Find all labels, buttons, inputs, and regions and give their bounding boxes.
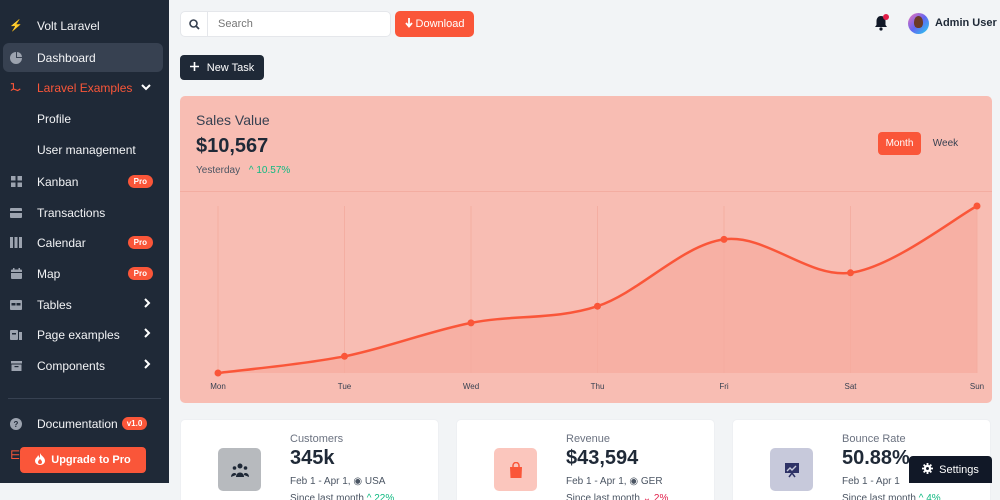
sidebar-item-transactions[interactable]: Transactions — [3, 198, 163, 227]
sales-title: Sales Value — [196, 112, 270, 128]
upgrade-to-pro-button[interactable]: Upgrade to Pro — [20, 447, 146, 473]
user-name[interactable]: Admin User — [935, 17, 997, 29]
globe-icon: ◉ — [353, 476, 363, 487]
help-circle-icon: ? — [10, 417, 22, 430]
svg-text:?: ? — [14, 420, 19, 429]
sidebar-item-dashboard[interactable]: Dashboard — [3, 43, 163, 72]
settings-button[interactable]: Settings — [909, 456, 992, 483]
x-axis-label: Sun — [969, 382, 985, 391]
sales-header: Sales Value $10,567 Yesterday ^ 10.57% M… — [180, 96, 992, 192]
chevron-up-icon: ^ — [248, 165, 254, 176]
sales-subtitle: Yesterday ^ 10.57% — [196, 165, 291, 176]
calendar-icon — [10, 268, 22, 280]
x-axis-label: Mon — [210, 382, 226, 391]
download-button[interactable]: Download — [395, 11, 474, 37]
stat-card-customers: Customers 345k Feb 1 - Apr 1, ◉ USA Sinc… — [180, 419, 439, 500]
laravel-icon: ⋿ — [10, 448, 21, 462]
sidebar-item-calendar[interactable]: Calendar Pro — [3, 228, 163, 257]
users-icon — [218, 448, 261, 491]
table-icon — [10, 299, 22, 311]
pro-badge: Pro — [127, 236, 153, 249]
credit-card-icon — [10, 207, 22, 219]
chevron-down-icon — [141, 82, 151, 94]
sidebar-divider — [8, 398, 161, 399]
sidebar-brand[interactable]: ⚡ Volt Laravel — [3, 11, 163, 40]
new-task-button[interactable]: New Task — [180, 55, 264, 80]
notifications-bell-icon[interactable] — [874, 14, 889, 31]
search-input[interactable] — [208, 18, 378, 30]
sidebar-item-laravel-examples[interactable]: Laravel Examples — [3, 73, 163, 102]
fire-icon — [35, 452, 46, 468]
x-axis-label: Wed — [462, 382, 480, 391]
pages-icon — [10, 329, 22, 341]
x-axis-label: Sat — [844, 382, 857, 391]
sidebar-item-tables[interactable]: Tables — [3, 290, 163, 319]
brand-label: Volt Laravel — [37, 18, 100, 33]
tab-month[interactable]: Month — [878, 132, 921, 155]
tab-week[interactable]: Week — [932, 138, 959, 149]
archive-icon — [10, 360, 22, 372]
grid-icon — [10, 176, 22, 188]
version-badge: v1.0 — [121, 417, 148, 430]
shopping-bag-icon — [494, 448, 537, 491]
sales-line-chart — [214, 202, 981, 377]
sales-value-card: Sales Value $10,567 Yesterday ^ 10.57% M… — [180, 96, 992, 403]
plus-icon — [189, 61, 199, 74]
x-axis-label: Thu — [590, 382, 605, 391]
sidebar-item-map[interactable]: Map Pro — [3, 259, 163, 288]
calendar-columns-icon — [10, 237, 22, 249]
laravel-icon — [10, 82, 22, 94]
notification-dot — [883, 14, 889, 20]
search-icon — [181, 12, 208, 36]
sidebar-item-kanban[interactable]: Kanban Pro — [3, 167, 163, 196]
chevron-right-icon — [143, 328, 151, 341]
sales-change: ^ 10.57% — [248, 165, 291, 176]
stat-card-revenue: Revenue $43,594 Feb 1 - Apr 1, ◉ GER Sin… — [456, 419, 715, 500]
sidebar-item-page-examples[interactable]: Page examples — [3, 320, 163, 349]
search-box[interactable] — [180, 11, 391, 37]
chevron-right-icon — [143, 298, 151, 311]
sidebar-item-profile[interactable]: Profile — [37, 112, 72, 126]
chevron-right-icon — [143, 359, 151, 372]
x-axis-label: Fri — [719, 382, 729, 391]
sales-value: $10,567 — [196, 135, 269, 157]
gear-icon — [922, 462, 934, 477]
sidebar-item-documentation[interactable]: ? Documentation v1.0 — [3, 409, 163, 438]
arrow-down-icon — [404, 17, 413, 31]
globe-icon: ◉ — [629, 476, 639, 487]
sidebar-item-user-management[interactable]: User management — [37, 143, 136, 157]
sidebar-item-components[interactable]: Components — [3, 351, 163, 380]
pie-chart-icon — [10, 51, 22, 64]
x-axis-label: Tue — [337, 382, 352, 391]
avatar[interactable] — [908, 13, 929, 34]
pro-badge: Pro — [127, 175, 153, 188]
pro-badge: Pro — [127, 267, 153, 280]
lightning-icon: ⚡ — [9, 20, 23, 32]
sidebar: ⚡ Volt Laravel Dashboard Laravel Example… — [0, 0, 169, 483]
presentation-chart-icon — [770, 448, 813, 491]
bottom-strip — [0, 483, 169, 500]
